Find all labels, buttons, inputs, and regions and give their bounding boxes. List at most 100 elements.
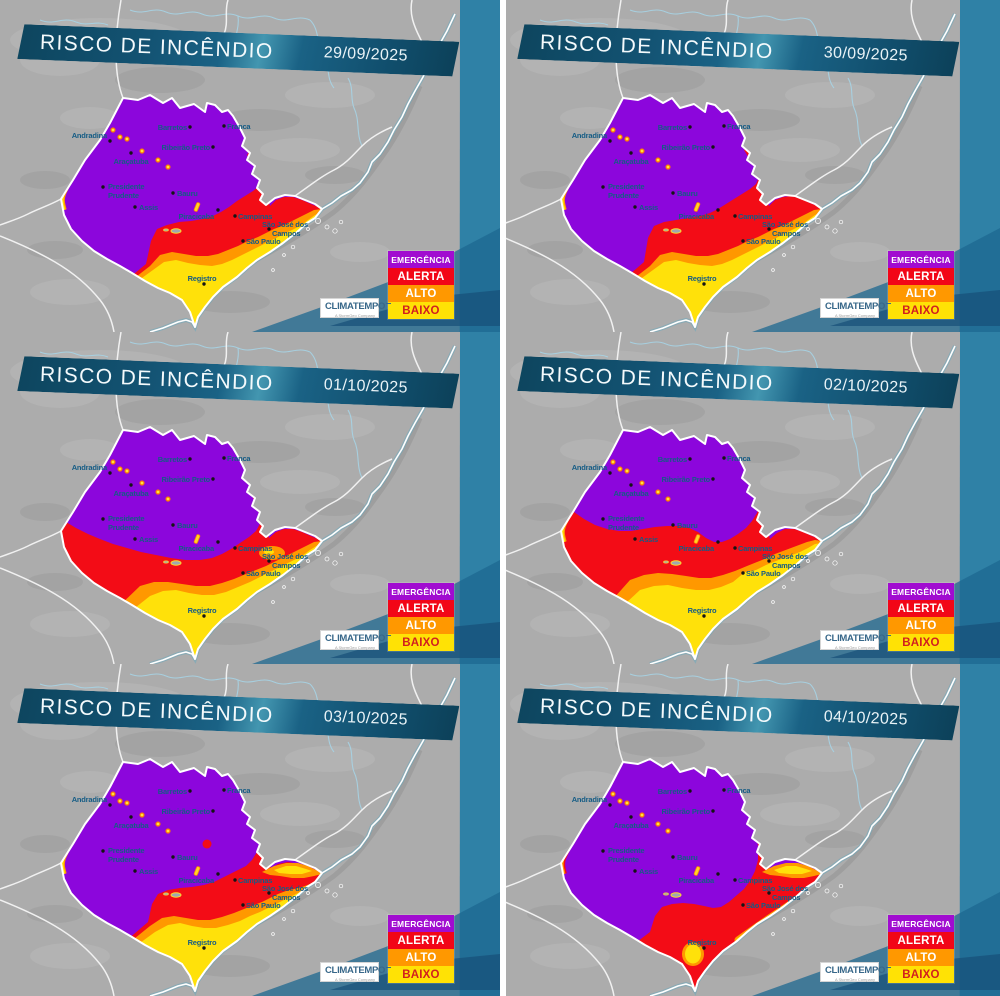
panel-3: Andradina Barretos Franca Ribeirão Preto Ara… [500, 332, 1000, 664]
city-marker [216, 208, 220, 212]
fire-spot [693, 534, 701, 544]
city-marker [133, 205, 137, 209]
river [129, 341, 311, 353]
risk-legend: EMERGÊNCIA ALERTA ALTO BAIXO [388, 251, 454, 319]
island [782, 585, 786, 589]
climatempo-logo: CLIMATEMPO A StormGeo Company [820, 630, 885, 650]
city-marker [716, 872, 720, 876]
state-border [500, 530, 562, 558]
legend-alerta: ALERTA [888, 268, 954, 285]
island [838, 551, 844, 557]
island [832, 892, 838, 898]
city-label: Bauru [177, 521, 198, 530]
island [790, 576, 796, 582]
state-border [500, 235, 615, 332]
city-label: Prudente [108, 855, 139, 864]
island [838, 883, 844, 889]
city-label: Andradina [572, 131, 608, 140]
city-marker [741, 239, 745, 243]
fire-spot [193, 202, 201, 212]
island [282, 585, 286, 589]
city-marker [601, 185, 605, 189]
city-label: Andradina [72, 131, 108, 140]
city-marker [267, 891, 271, 895]
city-label: São José dos [262, 884, 308, 893]
banner-title: RISCO DE INCÊNDIO [39, 694, 275, 727]
legend-baixo: BAIXO [388, 966, 454, 983]
city-marker [671, 855, 675, 859]
city-label: Barretos [158, 787, 187, 796]
river [629, 341, 811, 353]
city-marker [629, 815, 633, 819]
island [324, 888, 330, 894]
river [129, 9, 311, 21]
city-label: Prudente [108, 191, 139, 200]
city-marker [688, 457, 692, 461]
city-marker [133, 869, 137, 873]
legend-alerta: ALERTA [888, 600, 954, 617]
city-label: São Paulo [246, 901, 281, 910]
map-5: Andradina Barretos Franca Ribeirão Preto Ara… [500, 664, 1000, 996]
panel-divider [500, 332, 506, 664]
city-marker [129, 815, 133, 819]
city-label: Barretos [158, 123, 187, 132]
island [832, 228, 838, 234]
city-marker [216, 872, 220, 876]
city-marker [202, 614, 206, 618]
city-marker [241, 571, 245, 575]
banner-title: RISCO DE INCÊNDIO [539, 30, 775, 63]
city-label: Barretos [658, 787, 687, 796]
logo-name: CLIMATEMPO [825, 301, 886, 312]
city-label: São José dos [262, 220, 308, 229]
legend-emergencia: EMERGÊNCIA [888, 583, 954, 600]
city-marker [241, 903, 245, 907]
city-marker [216, 540, 220, 544]
city-marker [202, 946, 206, 950]
risk-legend: EMERGÊNCIA ALERTA ALTO BAIXO [888, 251, 954, 319]
legend-alto: ALTO [888, 949, 954, 966]
risk-legend: EMERGÊNCIA ALERTA ALTO BAIXO [388, 915, 454, 983]
island [338, 219, 344, 225]
city-label: Piracicaba [178, 876, 215, 885]
city-marker [129, 151, 133, 155]
city-label: São Paulo [246, 237, 281, 246]
state-border [223, 664, 229, 699]
city-label: Ribeirão Preto [162, 475, 211, 484]
state-border [794, 790, 893, 861]
reservoir [670, 228, 682, 234]
city-marker [711, 477, 715, 481]
city-label: Campinas [738, 876, 772, 885]
river [539, 683, 609, 690]
legend-alto: ALTO [388, 285, 454, 302]
island [815, 218, 821, 224]
city-label: Araçatuba [114, 157, 150, 166]
city-label: Assis [639, 867, 658, 876]
city-marker [711, 145, 715, 149]
city-label: Franca [727, 122, 751, 131]
city-label: Araçatuba [614, 157, 650, 166]
legend-alto: ALTO [888, 617, 954, 634]
sao-paulo-border [560, 94, 823, 328]
city-label: Andradina [72, 795, 108, 804]
city-marker [629, 151, 633, 155]
city-label: Registro [688, 274, 717, 283]
city-marker [267, 227, 271, 231]
city-label: Araçatuba [114, 489, 150, 498]
city-label: Presidente [608, 182, 644, 191]
sao-paulo-border [60, 758, 323, 992]
island [824, 556, 830, 562]
city-label: São José dos [762, 884, 808, 893]
climatempo-logo: CLIMATEMPO A StormGeo Company [320, 630, 385, 650]
city-marker [722, 788, 726, 792]
river [847, 77, 863, 147]
city-label: Ribeirão Preto [662, 475, 711, 484]
city-marker [601, 517, 605, 521]
city-marker [108, 139, 112, 143]
island [832, 560, 838, 566]
legend-emergencia: EMERGÊNCIA [888, 915, 954, 932]
river [539, 19, 609, 26]
island [306, 891, 310, 895]
island [806, 891, 810, 895]
island [315, 882, 321, 888]
island [290, 576, 296, 582]
